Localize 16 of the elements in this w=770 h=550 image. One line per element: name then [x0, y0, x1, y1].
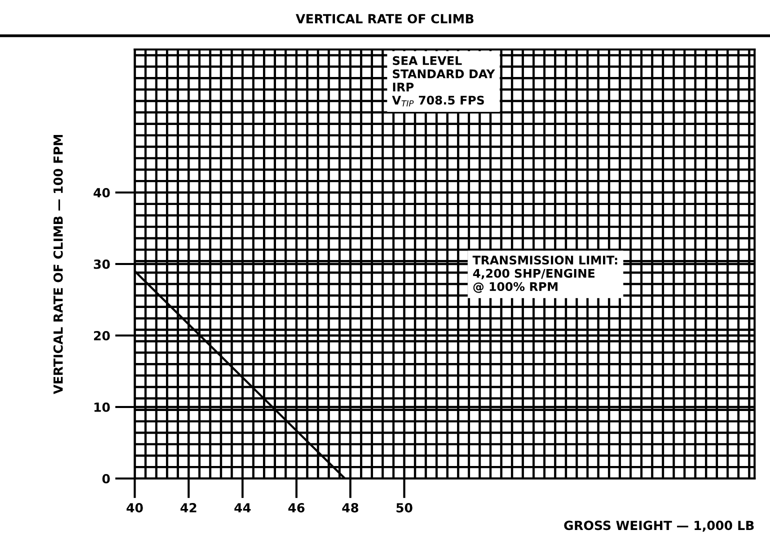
x-tick-label: 40: [126, 503, 143, 512]
x-tick-label: 48: [342, 503, 358, 512]
x-tick-label: 42: [180, 503, 196, 512]
x-tick-label: 46: [288, 503, 304, 512]
x-tick-label: 44: [234, 503, 251, 512]
y-axis-title: VERTICAL RATE OF CLIMB — 100 FPM: [53, 134, 63, 394]
x-tick-label: 50: [396, 503, 412, 512]
annotation: TRANSMISSION LIMIT: 4,200 SHP/ENGINE @ 100% RPM: [472, 256, 618, 293]
y-tick-label: 10: [94, 402, 110, 412]
y-tick-label: 0: [102, 474, 110, 484]
annotation: SEA LEVEL STANDARD DAY IRP V$_{TIP}$ 708.5 FPS: [392, 56, 496, 106]
y-tick-label: 40: [94, 188, 110, 198]
y-tick-label: 30: [94, 259, 110, 269]
chart-title: VERTICAL RATE OF CLIMB: [296, 14, 474, 24]
x-axis-title: GROSS WEIGHT — 1,000 LB: [564, 520, 754, 532]
y-tick-label: 20: [94, 330, 110, 340]
